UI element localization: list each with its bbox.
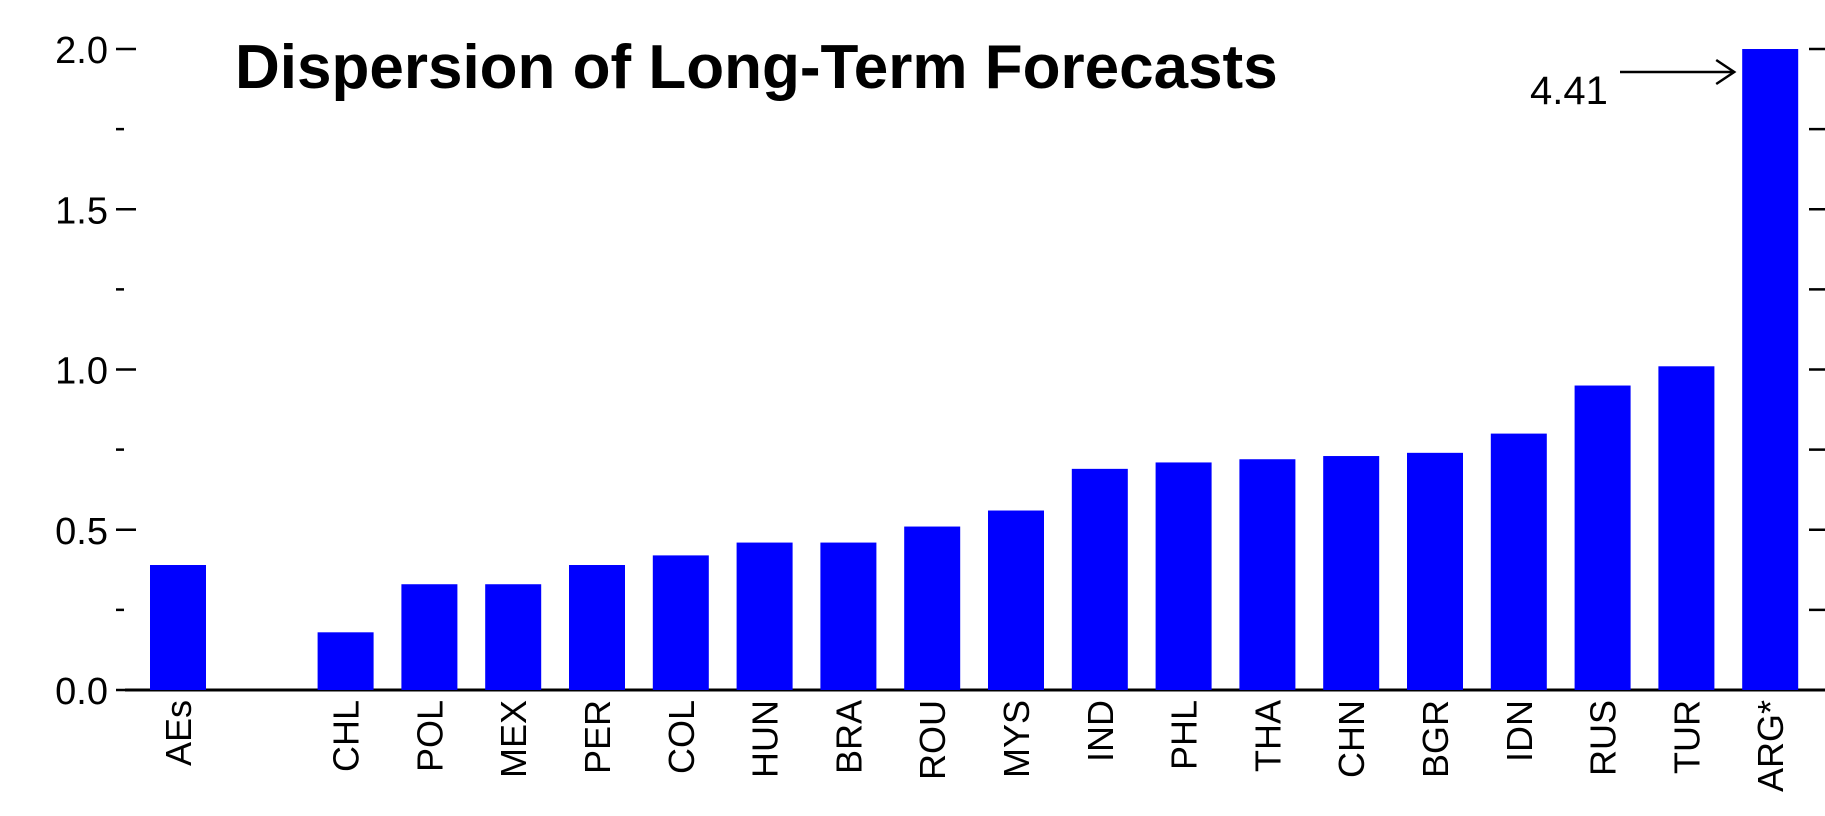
- x-tick-label: THA: [1247, 700, 1288, 772]
- x-tick-label: COL: [661, 700, 702, 774]
- bar-tur: [1658, 366, 1715, 690]
- category-labels: AEs CHL POL MEX PER COL HUN BRA ROU MYS IND PHL THA C…: [158, 700, 1791, 792]
- annotation-arrow-head: [1715, 58, 1737, 86]
- bar-bgr: [1407, 452, 1463, 690]
- bar-pol: [401, 584, 458, 690]
- x-tick-label: ROU: [912, 700, 953, 780]
- bar-idn: [1490, 433, 1547, 690]
- bar-bra: [820, 542, 877, 690]
- x-tick-label: CHN: [1331, 700, 1372, 778]
- x-tick-label: PHL: [1164, 700, 1205, 770]
- bar-arg: [1742, 49, 1799, 690]
- bar-rus: [1574, 385, 1631, 690]
- bar-phl: [1155, 462, 1212, 690]
- x-tick-label: ARG*: [1750, 700, 1791, 792]
- bar-chl: [317, 632, 374, 690]
- y-tick-label: 1.5: [55, 190, 108, 232]
- x-tick-label: POL: [409, 700, 450, 772]
- x-tick-label: BGR: [1415, 700, 1456, 778]
- bar-rou: [904, 526, 961, 690]
- x-tick-label: BRA: [828, 700, 869, 774]
- x-tick-label: CHL: [326, 700, 367, 772]
- y-tick-label: 2.0: [55, 30, 108, 72]
- x-tick-label: IND: [1080, 700, 1121, 762]
- bar-tha: [1239, 459, 1296, 690]
- annotation-label: 4.41: [1530, 69, 1608, 113]
- bar-aes: [150, 565, 206, 690]
- bars: [150, 49, 1799, 690]
- x-tick-label: IDN: [1499, 700, 1540, 762]
- annotations: 4.41: [1530, 58, 1737, 113]
- x-tick-label: PER: [577, 700, 618, 774]
- chart-title: Dispersion of Long-Term Forecasts: [235, 33, 1278, 102]
- bar-col: [652, 555, 709, 690]
- bar-mys: [988, 510, 1044, 690]
- x-tick-label: RUS: [1583, 700, 1624, 776]
- bar-hun: [736, 542, 793, 690]
- x-tick-label: TUR: [1666, 700, 1707, 774]
- x-tick-label: HUN: [745, 700, 786, 778]
- y-tick-label: 0.5: [55, 511, 108, 553]
- bar-ind: [1071, 468, 1128, 690]
- y-tick-label: 0.0: [55, 671, 108, 713]
- x-tick-label: MYS: [996, 700, 1037, 778]
- x-tick-label: MEX: [493, 700, 534, 778]
- y-tick-label: 1.0: [55, 351, 108, 393]
- x-tick-label: AEs: [158, 700, 199, 766]
- bar-per: [569, 565, 625, 690]
- bar-chn: [1323, 456, 1380, 690]
- bar-mex: [485, 584, 542, 690]
